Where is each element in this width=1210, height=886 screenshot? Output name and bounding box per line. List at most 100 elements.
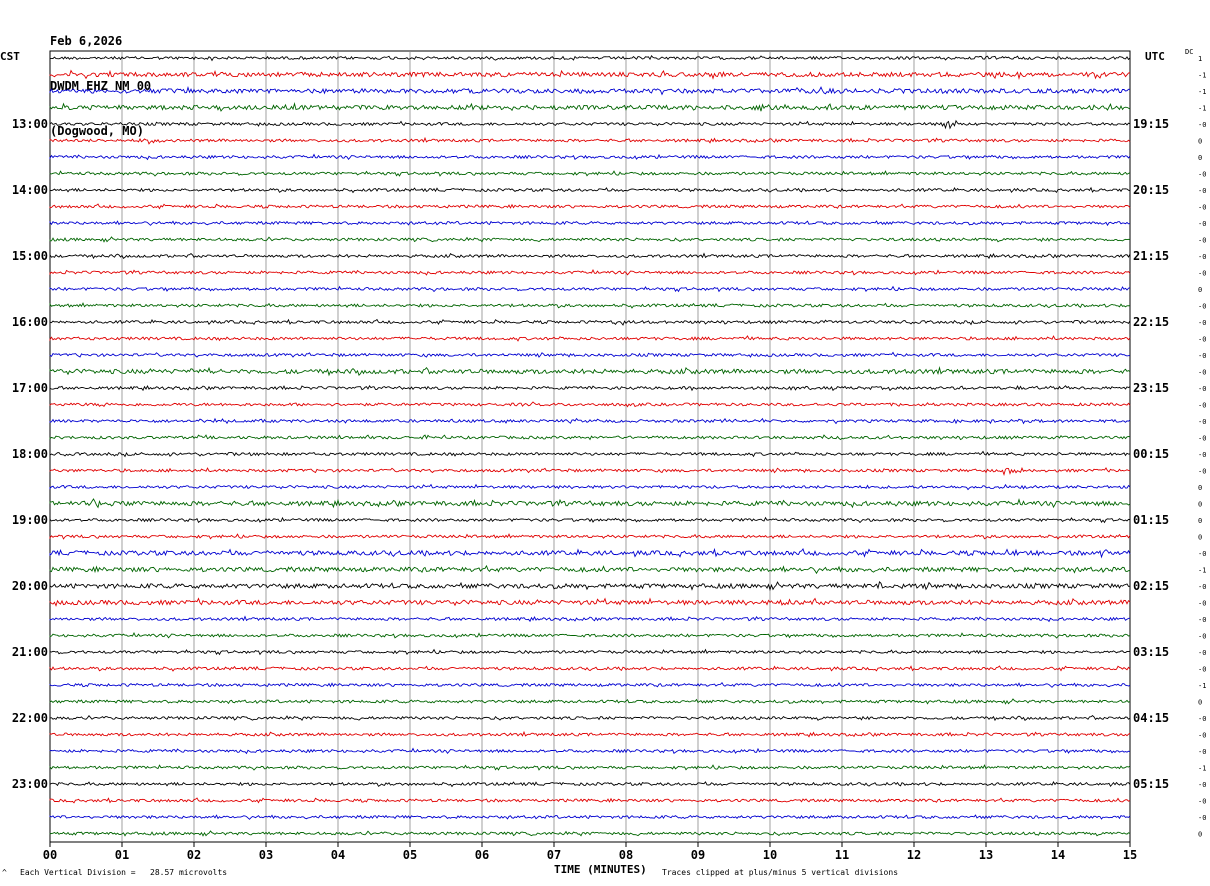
- seismic-trace: [49, 597, 1131, 607]
- seismic-trace: [49, 516, 1131, 524]
- right-hour-label: 19:15: [1133, 117, 1169, 131]
- dc-offset-label: -1: [1198, 682, 1206, 690]
- seismic-trace: [49, 581, 1131, 592]
- x-tick-label: 08: [619, 848, 633, 862]
- clip-note: Traces clipped at plus/minus 5 vertical …: [662, 868, 899, 877]
- dc-offset-label: 0: [1198, 517, 1202, 525]
- right-hour-label: 22:15: [1133, 315, 1169, 329]
- left-hour-label: 14:00: [12, 183, 48, 197]
- x-tick-label: 12: [907, 848, 921, 862]
- right-hour-label: 21:15: [1133, 249, 1169, 263]
- seismic-trace: [49, 153, 1131, 161]
- dc-offset-label: -0: [1198, 204, 1206, 212]
- dc-offset-label: -1: [1198, 105, 1206, 113]
- dc-offset-label: -0: [1198, 402, 1206, 410]
- seismic-trace: [49, 85, 1131, 96]
- dc-offset-label: -0: [1198, 253, 1206, 261]
- dc-offset-label: -0: [1198, 633, 1206, 641]
- dc-offset-label: -0: [1198, 171, 1206, 179]
- dc-offset-label: -0: [1198, 319, 1206, 327]
- left-hour-label: 19:00: [12, 513, 48, 527]
- x-tick-label: 11: [835, 848, 849, 862]
- left-timezone-label: CST: [0, 50, 20, 63]
- seismic-trace: [49, 170, 1131, 177]
- seismic-trace: [49, 698, 1131, 705]
- seismic-trace: [49, 351, 1131, 358]
- scale-note: Each Vertical Division = 28.57 microvolt…: [20, 868, 228, 877]
- dc-offset-label: -0: [1198, 468, 1206, 476]
- seismic-trace: [49, 714, 1131, 722]
- plot-frame: [49, 50, 1131, 843]
- seismic-trace: [49, 186, 1131, 194]
- dc-offset-label: 0: [1198, 138, 1202, 146]
- x-tick-label: 15: [1123, 848, 1137, 862]
- seismic-trace: [49, 434, 1131, 441]
- left-hour-label: 23:00: [12, 777, 48, 791]
- seismic-trace: [49, 285, 1131, 293]
- x-tick-label: 04: [331, 848, 345, 862]
- dc-label: DC: [1185, 48, 1194, 56]
- dc-offset-label: -0: [1198, 369, 1206, 377]
- x-tick-label: 14: [1051, 848, 1065, 862]
- dc-offset-label: -0: [1198, 781, 1206, 789]
- dc-offset-label: -0: [1198, 748, 1206, 756]
- dc-offset-label: -1: [1198, 88, 1206, 96]
- right-timezone-label: UTC: [1145, 50, 1165, 63]
- seismic-trace: [49, 417, 1131, 425]
- x-tick-label: 13: [979, 848, 993, 862]
- dc-offset-label: -0: [1198, 237, 1206, 245]
- x-tick-label: 09: [691, 848, 705, 862]
- dc-offset-label: -0: [1198, 451, 1206, 459]
- dc-offset-label: 0: [1198, 154, 1202, 162]
- x-tick-label: 10: [763, 848, 777, 862]
- right-hour-label: 01:15: [1133, 513, 1169, 527]
- dc-offset-label: -0: [1198, 303, 1206, 311]
- seismic-trace: [49, 366, 1131, 377]
- x-tick-label: 02: [187, 848, 201, 862]
- right-hour-label: 23:15: [1133, 381, 1169, 395]
- seismic-trace: [49, 681, 1131, 688]
- x-tick-label: 00: [43, 848, 57, 862]
- seismic-trace: [49, 136, 1131, 145]
- dc-offset-label: 0: [1198, 484, 1202, 492]
- seismic-trace: [49, 483, 1131, 491]
- dc-offset-label: -0: [1198, 600, 1206, 608]
- x-axis-title: TIME (MINUTES): [554, 863, 647, 876]
- left-hour-label: 22:00: [12, 711, 48, 725]
- dc-offset-label: -0: [1198, 798, 1206, 806]
- seismic-trace: [49, 615, 1131, 623]
- right-hour-label: 03:15: [1133, 645, 1169, 659]
- seismic-trace: [49, 302, 1131, 309]
- left-hour-label: 17:00: [12, 381, 48, 395]
- seismic-trace: [49, 318, 1131, 326]
- dc-offset-label: -0: [1198, 616, 1206, 624]
- seismic-trace: [49, 450, 1131, 458]
- dc-offset-label: -0: [1198, 220, 1206, 228]
- seismic-trace: [49, 69, 1131, 80]
- right-hour-label: 20:15: [1133, 183, 1169, 197]
- left-hour-label: 21:00: [12, 645, 48, 659]
- left-hour-label: 18:00: [12, 447, 48, 461]
- seismic-trace: [49, 747, 1131, 755]
- x-tick-label: 05: [403, 848, 417, 862]
- seismic-trace: [49, 665, 1131, 672]
- seismic-trace: [49, 119, 1131, 130]
- dc-offset-label: -0: [1198, 435, 1206, 443]
- x-tick-label: 01: [115, 848, 129, 862]
- seismic-trace: [49, 533, 1131, 540]
- dc-offset-label: 0: [1198, 501, 1202, 509]
- seismic-trace: [49, 764, 1131, 771]
- dc-offset-label: -0: [1198, 270, 1206, 278]
- dc-offset-label: 0: [1198, 699, 1202, 707]
- dc-offset-label: -1: [1198, 567, 1206, 575]
- dc-offset-label: -0: [1198, 352, 1206, 360]
- dc-offset-label: -0: [1198, 550, 1206, 558]
- right-hour-label: 02:15: [1133, 579, 1169, 593]
- seismic-trace: [49, 236, 1131, 243]
- seismic-trace: [49, 401, 1131, 408]
- seismic-trace: [49, 101, 1131, 112]
- seismic-trace: [49, 220, 1131, 227]
- corner-mark: ^: [2, 868, 7, 877]
- dc-offset-label: -0: [1198, 336, 1206, 344]
